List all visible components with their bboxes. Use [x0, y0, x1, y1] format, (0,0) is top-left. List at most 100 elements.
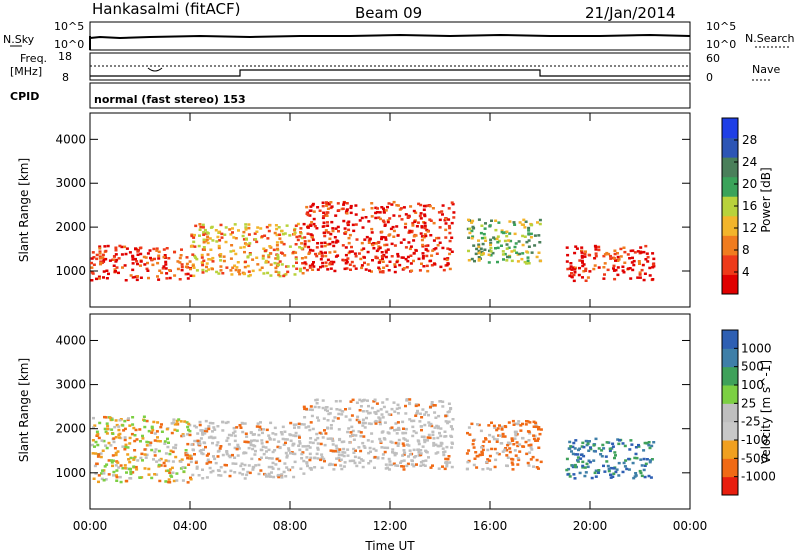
heat-cell [200, 452, 204, 455]
heat-cell [174, 455, 178, 459]
heat-cell [321, 261, 325, 265]
heat-cell [307, 239, 311, 243]
heat-cell [172, 479, 176, 483]
heat-cell [624, 459, 628, 462]
heat-cell [180, 248, 183, 251]
heat-cell [589, 446, 592, 449]
heat-cell [373, 455, 377, 459]
heat-cell [324, 264, 328, 268]
heat-cell [363, 426, 367, 429]
heat-cell [313, 225, 317, 228]
heat-cell [426, 436, 430, 439]
heat-cell [369, 422, 373, 426]
heat-cell [274, 266, 278, 270]
heat-cell [430, 403, 434, 406]
heat-cell [330, 220, 334, 224]
heat-cell [437, 211, 441, 214]
heat-cell [135, 468, 139, 471]
heat-cell [597, 471, 600, 474]
heat-cell [470, 229, 474, 233]
heat-cell [344, 253, 348, 257]
heat-cell [640, 474, 644, 478]
heat-cell [90, 261, 93, 265]
heat-cell [281, 437, 285, 441]
heat-cell [642, 457, 646, 461]
heat-cell [201, 433, 205, 436]
heat-cell [271, 461, 275, 465]
heat-cell [291, 442, 295, 446]
heat-cell [424, 234, 428, 238]
heat-cell [308, 446, 312, 449]
heat-cell [642, 449, 646, 452]
heat-cell [259, 448, 263, 452]
heat-cell [397, 426, 401, 430]
heat-cell [319, 442, 323, 446]
heat-cell [217, 474, 221, 477]
freq-label-2: [MHz] [10, 65, 42, 78]
heat-cell [120, 245, 124, 249]
heat-cell [643, 272, 647, 275]
heat-cell [104, 416, 108, 419]
heat-cell [471, 439, 475, 442]
heat-cell [491, 251, 495, 255]
heat-cell [308, 452, 312, 456]
heat-cell [425, 254, 429, 258]
heat-cell [445, 445, 449, 449]
heat-cell [344, 408, 347, 411]
heat-cell [436, 244, 440, 247]
heat-cell [513, 437, 517, 440]
heat-cell [571, 464, 575, 467]
heat-cell [340, 413, 344, 416]
heat-cell [534, 421, 538, 425]
heat-cell [584, 250, 587, 253]
heat-cell [525, 420, 528, 423]
heat-cell [374, 242, 378, 245]
heat-cell [178, 278, 182, 281]
heat-cell [204, 427, 208, 431]
heat-cell [423, 464, 427, 467]
heat-cell [200, 256, 204, 259]
heat-cell [423, 438, 427, 442]
heat-cell [195, 257, 199, 261]
heat-cell [261, 257, 265, 260]
heat-cell [443, 467, 447, 471]
heat-cell [301, 272, 305, 275]
heat-cell [368, 237, 372, 241]
heat-cell [152, 247, 156, 251]
heat-cell [352, 229, 356, 233]
heat-cell [534, 439, 538, 442]
heat-cell [302, 459, 306, 463]
heat-cell [195, 467, 199, 470]
heat-cell [219, 259, 223, 262]
heat-cell [642, 278, 646, 282]
heat-cell [381, 401, 385, 404]
heat-cell [219, 445, 223, 448]
heat-cell [370, 227, 374, 231]
heat-cell [207, 258, 211, 261]
heat-cell [205, 476, 209, 479]
heat-cell [490, 219, 493, 222]
heat-cell [477, 256, 481, 259]
heat-cell [422, 236, 426, 239]
heat-cell [324, 406, 328, 409]
heat-cell [573, 465, 577, 469]
heat-cell [366, 439, 370, 442]
heat-cell [315, 254, 319, 258]
heat-cell [340, 410, 344, 413]
heat-cell [480, 236, 484, 240]
heat-cell [211, 256, 215, 260]
heat-cell [261, 431, 264, 435]
heat-cell [285, 466, 289, 469]
heat-cell [193, 424, 197, 428]
heat-cell [576, 456, 580, 459]
heat-cell [639, 471, 643, 475]
heat-cell [577, 448, 580, 452]
heat-cell [189, 274, 193, 277]
heat-cell [311, 204, 315, 207]
heat-cell [103, 245, 107, 248]
heat-cell [528, 432, 532, 435]
heat-cell [392, 229, 396, 233]
heat-cell [394, 441, 398, 445]
heat-cell [268, 224, 272, 227]
heat-cell [440, 210, 444, 213]
